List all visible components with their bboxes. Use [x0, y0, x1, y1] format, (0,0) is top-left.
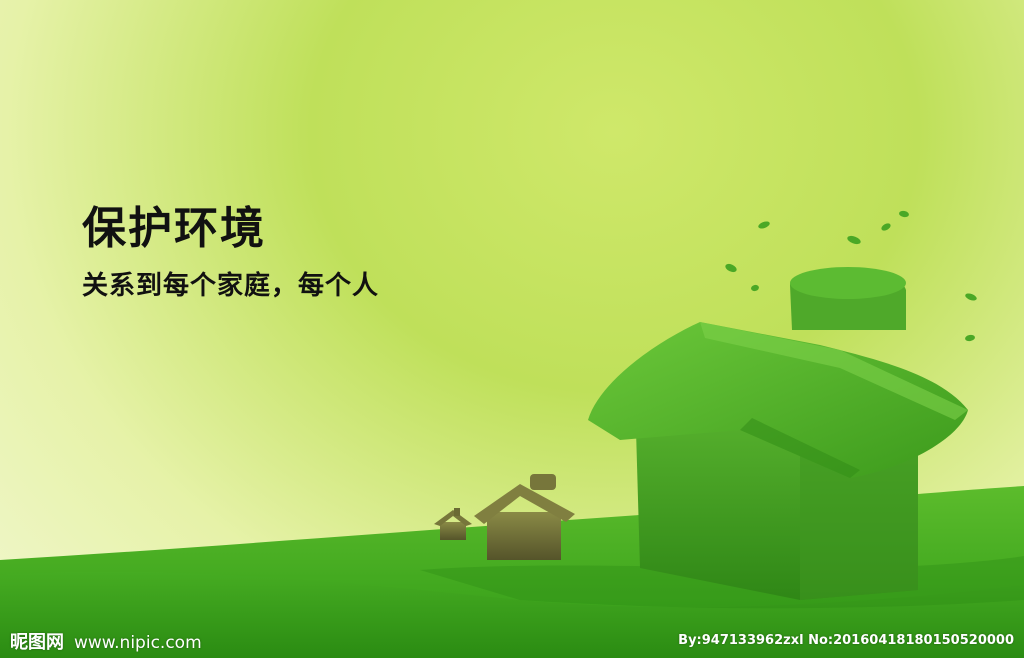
watermark-credit: By:947133962zxl No:20160418180150520000: [678, 633, 1014, 648]
watermark-left: 昵图网 www.nipic.com: [10, 628, 202, 654]
leaf-icon: [725, 210, 977, 342]
grass-house-medium-icon: [474, 474, 575, 560]
watermark-url: www.nipic.com: [74, 633, 202, 653]
grass-house-large-icon: [588, 267, 968, 600]
subheadline-text: 关系到每个家庭，每个人: [82, 271, 380, 301]
watermark-site-name: 昵图网: [10, 632, 64, 653]
grass-house-small-icon: [434, 508, 472, 540]
headline-text: 保护环境: [82, 203, 266, 254]
near-hill: [0, 571, 1024, 658]
